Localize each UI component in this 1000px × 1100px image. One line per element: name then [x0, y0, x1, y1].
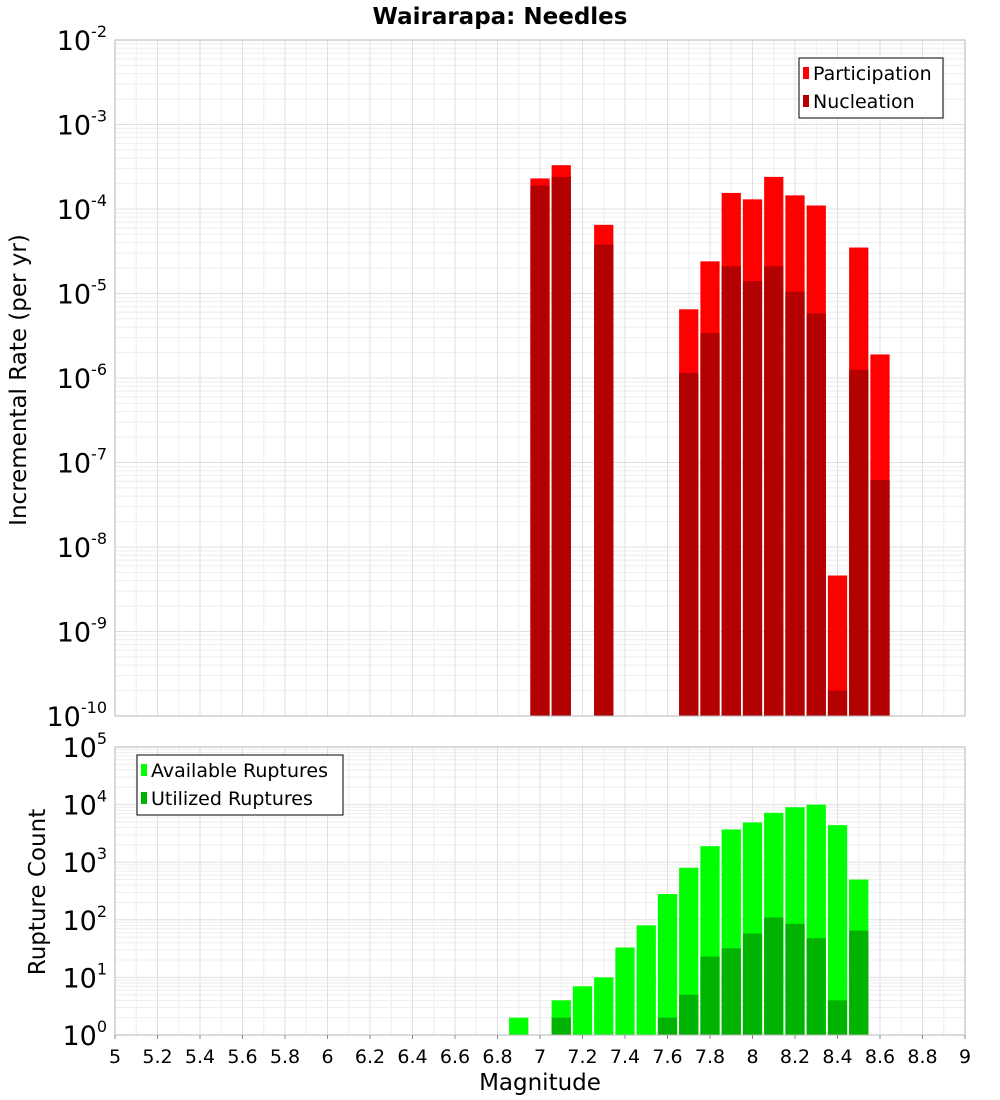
x-tick-label: 6.6: [440, 1046, 470, 1068]
bar-utilized-ruptures-8.4: [827, 1000, 848, 1035]
y-tick-label: 10-4: [57, 191, 107, 226]
bar-nucleation-7: [530, 185, 550, 717]
bar-utilized-ruptures-8.2: [785, 923, 805, 1035]
y-tick-label: 10-10: [47, 698, 108, 733]
y-tick-label: 10-9: [57, 614, 107, 649]
x-tick-label: 8.8: [907, 1046, 937, 1068]
y-tick-label: 103: [62, 844, 107, 879]
legend-swatch-utilized-ruptures: [141, 792, 147, 804]
legend-bottom: [136, 754, 344, 816]
y-tick-label: 10-6: [57, 360, 107, 395]
bar-nucleation-8.1: [764, 266, 784, 716]
y-tick-label: 10-5: [57, 276, 107, 311]
bar-participation-8.4: [827, 575, 848, 716]
legend-label-participation: Participation: [813, 63, 932, 85]
legend-swatch-participation: [803, 67, 809, 79]
y-tick-label: 104: [62, 787, 107, 822]
bar-available-ruptures-7.7: [679, 867, 699, 1035]
bar-nucleation-8: [742, 281, 763, 716]
y-tick-label: 102: [62, 902, 107, 937]
x-tick-label: 7.2: [567, 1046, 597, 1068]
x-tick-label: 6.2: [355, 1046, 385, 1068]
bar-nucleation-7.9: [721, 266, 741, 716]
bar-utilized-ruptures-7.6: [657, 1017, 678, 1035]
bar-nucleation-7.3: [594, 244, 614, 716]
bar-utilized-ruptures-7.1: [551, 1017, 571, 1035]
y-tick-label: 10-3: [57, 107, 107, 142]
bottom-plot-area: 100 101 102 103 104 105 Available Ruptures Util…: [62, 729, 971, 1068]
bar-utilized-ruptures-7.8: [700, 956, 720, 1035]
x-tick-label: 7.8: [695, 1046, 725, 1068]
legend-label-available-ruptures: Available Ruptures: [151, 760, 328, 782]
x-tick-label: 6: [321, 1046, 333, 1068]
legend-swatch-nucleation: [803, 95, 809, 107]
bar-available-ruptures-7.2: [572, 986, 593, 1035]
top-plot-area: 10-10 10-9 10-8 10-7 10-6 10-5 10-4 10-3 10-2 Par…: [47, 22, 966, 733]
bar-available-ruptures-7.4: [615, 947, 635, 1035]
bar-nucleation-8.5: [849, 369, 869, 716]
x-axis-label: Magnitude: [479, 1070, 601, 1096]
x-tick-label: 8: [746, 1046, 758, 1068]
legend-top: [798, 57, 944, 119]
bar-available-ruptures-8.4: [827, 825, 848, 1035]
bar-nucleation-8.4: [827, 690, 848, 716]
top-y-axis-label: Incremental Rate (per yr): [6, 234, 32, 526]
bar-available-ruptures-7.6: [657, 894, 678, 1035]
bar-utilized-ruptures-7.9: [721, 948, 741, 1035]
legend-swatch-available-ruptures: [141, 764, 147, 776]
bar-utilized-ruptures-8.5: [849, 930, 869, 1035]
bar-nucleation-8.2: [785, 291, 805, 716]
x-tick-label: 7.6: [652, 1046, 682, 1068]
bar-utilized-ruptures-7.7: [679, 994, 699, 1035]
bar-utilized-ruptures-8.3: [806, 938, 826, 1035]
y-tick-label: 100: [62, 1017, 107, 1052]
x-tick-label: 6.8: [482, 1046, 512, 1068]
bottom-y-axis-label: Rupture Count: [25, 809, 51, 975]
x-tick-label: 5.8: [270, 1046, 300, 1068]
x-tick-label: 8.2: [780, 1046, 810, 1068]
plot-border-top: [114, 39, 966, 717]
y-tick-label: 101: [62, 959, 107, 994]
bar-utilized-ruptures-8.1: [764, 917, 784, 1035]
bar-nucleation-7.7: [679, 372, 699, 716]
x-tick-label: 8.6: [865, 1046, 895, 1068]
legend-label-utilized-ruptures: Utilized Ruptures: [151, 788, 313, 810]
bar-available-ruptures-7.3: [594, 977, 614, 1035]
x-tick-label: 5.4: [185, 1046, 215, 1068]
legend-label-nucleation: Nucleation: [813, 91, 915, 113]
y-tick-label: 105: [62, 729, 107, 764]
chart-title: Wairarapa: Needles: [373, 4, 628, 30]
x-tick-label: 7: [534, 1046, 546, 1068]
y-tick-label: 10-7: [57, 445, 107, 480]
bar-nucleation-8.3: [806, 313, 826, 716]
bar-available-ruptures-7.5: [636, 925, 656, 1035]
bar-nucleation-7.8: [700, 333, 720, 716]
x-tick-label: 8.4: [822, 1046, 852, 1068]
bar-nucleation-8.6: [870, 480, 890, 716]
x-tick-label: 5.2: [142, 1046, 172, 1068]
y-tick-label: 10-8: [57, 529, 107, 564]
x-tick-label: 7.4: [610, 1046, 640, 1068]
x-tick-label: 5: [109, 1046, 121, 1068]
bar-available-ruptures-6.9: [509, 1017, 529, 1035]
bar-utilized-ruptures-8: [742, 933, 763, 1035]
x-tick-label: 5.6: [227, 1046, 257, 1068]
x-tick-label: 9: [959, 1046, 971, 1068]
x-tick-label: 6.4: [397, 1046, 427, 1068]
y-tick-label: 10-2: [57, 22, 107, 57]
bar-nucleation-7.1: [551, 176, 571, 717]
